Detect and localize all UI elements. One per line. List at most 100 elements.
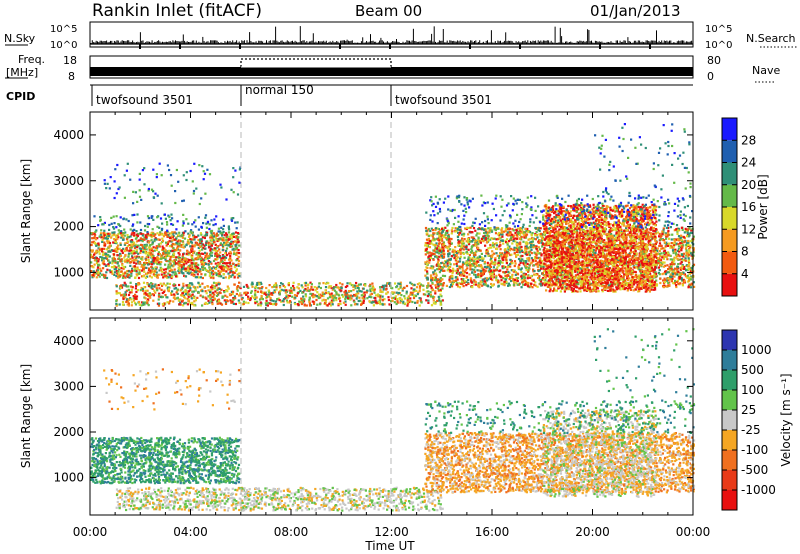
echo-cell bbox=[462, 278, 465, 281]
echo-cell bbox=[160, 288, 163, 291]
echo-cell bbox=[235, 264, 238, 267]
echo-cell bbox=[169, 249, 172, 253]
echo-cell bbox=[104, 237, 107, 240]
echo-cell bbox=[204, 192, 207, 195]
echo-cell bbox=[191, 266, 194, 269]
echo-cell bbox=[246, 291, 249, 294]
echo-cell bbox=[237, 241, 240, 244]
echo-cell bbox=[103, 247, 106, 250]
echo-cell bbox=[218, 265, 221, 268]
echo-cell bbox=[212, 232, 215, 235]
echo-cell bbox=[189, 271, 192, 274]
echo-cell bbox=[538, 252, 541, 255]
echo-cell bbox=[174, 271, 177, 274]
echo-cell bbox=[345, 295, 348, 298]
echo-cell bbox=[130, 233, 133, 236]
echo-cell bbox=[198, 240, 202, 243]
echo-cell bbox=[228, 274, 231, 278]
echo-cell bbox=[170, 245, 173, 248]
echo-cell bbox=[225, 241, 228, 244]
echo-cell bbox=[187, 232, 190, 235]
echo-cell bbox=[124, 271, 127, 274]
echo-cell bbox=[386, 291, 389, 294]
echo-cell bbox=[681, 228, 684, 231]
echo-cell bbox=[236, 276, 240, 279]
freq-tick-high: 18 bbox=[63, 54, 77, 67]
echo-cell bbox=[151, 284, 154, 287]
echo-cell bbox=[479, 283, 482, 286]
echo-cell bbox=[189, 238, 192, 241]
echo-cell bbox=[224, 262, 227, 265]
echo-cell bbox=[232, 298, 235, 301]
echo-cell bbox=[308, 300, 311, 303]
echo-cell bbox=[293, 287, 296, 290]
echo-cell bbox=[95, 262, 99, 265]
echo-cell bbox=[312, 296, 315, 299]
echo-cell bbox=[90, 261, 93, 264]
echo-cell bbox=[462, 248, 465, 251]
cpid-segment-1: twofsound 3501 bbox=[96, 93, 193, 107]
echo-cell bbox=[116, 238, 119, 241]
echo-cell bbox=[403, 286, 406, 289]
echo-cell bbox=[113, 257, 116, 261]
echo-cell bbox=[103, 234, 106, 237]
echo-cell bbox=[113, 231, 116, 234]
echo-cell bbox=[201, 267, 204, 270]
echo-cell bbox=[337, 303, 340, 306]
echo-cell bbox=[260, 287, 263, 290]
echo-cell bbox=[113, 222, 116, 225]
echo-cell bbox=[160, 260, 163, 264]
echo-cell bbox=[122, 275, 125, 278]
echo-cell bbox=[182, 256, 185, 259]
echo-cell bbox=[486, 261, 489, 264]
echo-cell bbox=[399, 301, 402, 304]
echo-cell bbox=[229, 254, 232, 258]
echo-cell bbox=[98, 275, 101, 278]
echo-cell bbox=[191, 180, 194, 183]
echo-cell bbox=[143, 296, 146, 299]
echo-cell bbox=[176, 288, 179, 291]
echo-cell bbox=[105, 248, 109, 251]
echo-cell bbox=[130, 272, 133, 275]
echo-cell bbox=[169, 232, 173, 235]
echo-cell bbox=[221, 260, 224, 263]
echo-cell bbox=[121, 238, 125, 241]
echo-cell bbox=[94, 251, 97, 254]
echo-cell bbox=[217, 302, 220, 305]
echo-cell bbox=[111, 257, 114, 260]
echo-cell bbox=[186, 250, 189, 253]
echo-cell bbox=[381, 295, 384, 298]
echo-cell bbox=[115, 242, 118, 245]
echo-cell bbox=[200, 197, 203, 200]
echo-cell bbox=[501, 235, 504, 238]
echo-cell bbox=[474, 229, 477, 232]
echo-cell bbox=[114, 240, 117, 243]
echo-cell bbox=[173, 231, 176, 234]
echo-cell bbox=[124, 253, 127, 257]
echo-cell bbox=[146, 289, 149, 292]
echo-cell bbox=[362, 287, 365, 290]
echo-cell bbox=[138, 247, 141, 250]
echo-cell bbox=[130, 288, 133, 291]
echo-cell bbox=[152, 168, 155, 171]
echo-cell bbox=[128, 273, 131, 276]
echo-cell bbox=[107, 250, 110, 253]
echo-cell bbox=[668, 237, 671, 240]
echo-cell bbox=[164, 256, 168, 259]
echo-cell bbox=[171, 290, 174, 293]
echo-cell bbox=[90, 253, 93, 256]
echo-cell bbox=[181, 299, 184, 302]
echo-cell bbox=[228, 293, 231, 296]
echo-cell bbox=[297, 287, 300, 290]
echo-cell bbox=[115, 290, 118, 293]
echo-cell bbox=[105, 187, 108, 190]
echo-cell bbox=[222, 224, 225, 227]
echo-cell bbox=[387, 298, 390, 302]
echo-cell bbox=[141, 240, 144, 243]
echo-cell bbox=[360, 294, 363, 297]
echo-cell bbox=[142, 289, 145, 292]
echo-cell bbox=[157, 261, 160, 264]
echo-cell bbox=[455, 283, 458, 286]
echo-cell bbox=[229, 257, 232, 260]
echo-cell bbox=[434, 292, 437, 295]
